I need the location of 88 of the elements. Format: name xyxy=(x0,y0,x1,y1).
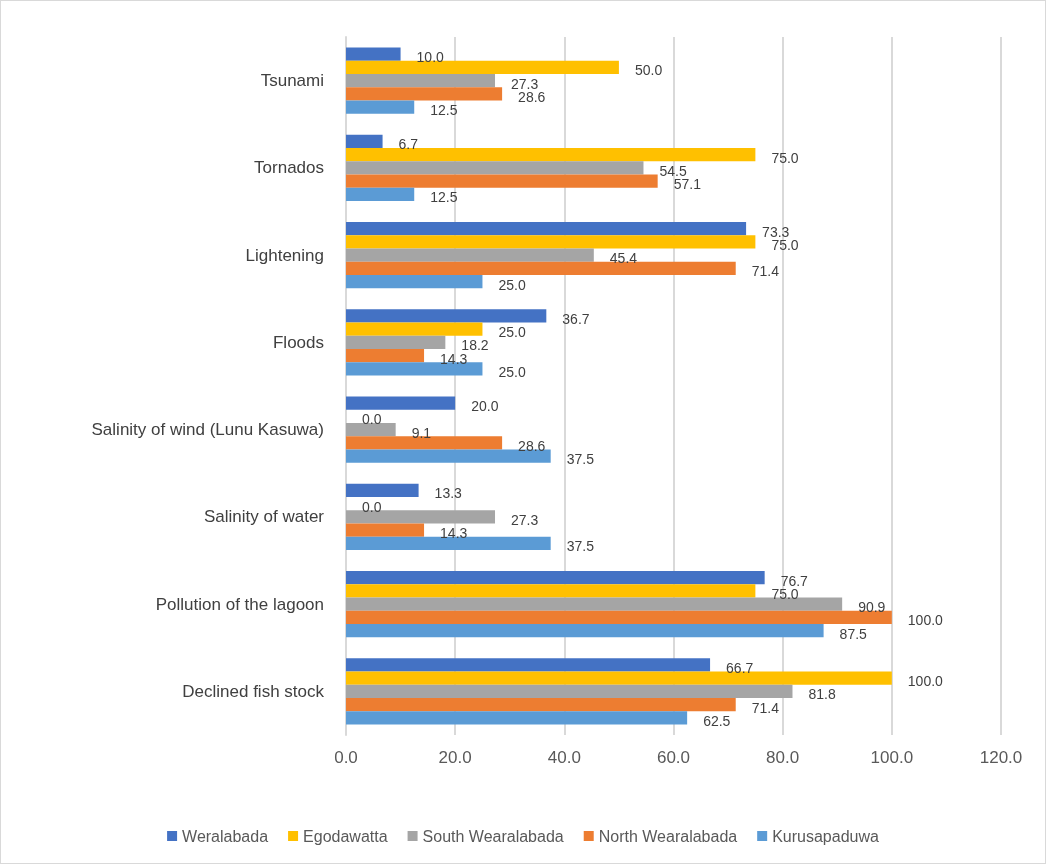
data-label: 25.0 xyxy=(498,276,526,293)
bar xyxy=(346,523,425,537)
bar xyxy=(346,60,619,74)
data-label: 36.7 xyxy=(562,310,590,327)
data-label: 90.9 xyxy=(858,599,886,616)
y-tick-label: Salinity of water xyxy=(204,507,325,527)
data-label: 25.0 xyxy=(498,363,526,380)
bar xyxy=(346,624,824,638)
data-label: 25.0 xyxy=(498,324,526,341)
y-tick-label: Salinity of wind (Lunu Kasuwa) xyxy=(91,420,324,440)
data-label: 87.5 xyxy=(839,625,868,642)
bar xyxy=(346,510,496,524)
bar xyxy=(346,671,892,685)
data-label: 100.0 xyxy=(907,612,944,629)
x-tick-label: 120.0 xyxy=(979,748,1023,767)
data-label: 12.5 xyxy=(430,189,458,206)
bar xyxy=(346,261,736,276)
data-label: 37.5 xyxy=(566,451,595,468)
x-tick-label: 0.0 xyxy=(334,748,358,767)
bar xyxy=(346,610,892,625)
bar xyxy=(346,396,456,410)
bar xyxy=(346,87,503,101)
data-label: 81.8 xyxy=(808,686,836,703)
x-tick-label: 100.0 xyxy=(870,748,914,767)
bar xyxy=(346,570,765,585)
bar xyxy=(346,187,415,202)
data-label: 71.4 xyxy=(751,699,780,716)
data-label: 18.2 xyxy=(461,337,489,354)
bar xyxy=(346,597,843,611)
bar xyxy=(346,174,658,188)
legend-label: South Wearalabada xyxy=(422,827,564,845)
bar xyxy=(346,275,483,289)
bar xyxy=(346,235,756,249)
x-tick-label: 60.0 xyxy=(656,748,691,767)
x-tick-label: 40.0 xyxy=(547,748,581,767)
bar xyxy=(346,322,483,336)
y-tick-label: Tsunami xyxy=(260,71,324,91)
x-tick-label: 80.0 xyxy=(766,748,800,767)
bar xyxy=(346,711,688,725)
bar xyxy=(346,349,425,363)
bar xyxy=(346,449,551,463)
data-label: 0.0 xyxy=(362,498,382,515)
data-label: 57.1 xyxy=(673,176,702,193)
bar xyxy=(346,536,551,551)
bar xyxy=(346,47,401,61)
bar xyxy=(346,248,594,262)
legend-label: Egodawatta xyxy=(303,827,388,845)
bar xyxy=(346,147,756,162)
legend-label: Kurusapaduwa xyxy=(772,827,880,845)
bar xyxy=(346,436,503,450)
data-label: 75.0 xyxy=(771,149,799,166)
bar xyxy=(346,362,483,376)
data-label: 12.5 xyxy=(430,102,458,119)
bar xyxy=(346,483,419,497)
bar xyxy=(346,309,547,323)
bar xyxy=(346,161,644,175)
data-label: 28.6 xyxy=(518,437,546,454)
data-label: 14.3 xyxy=(440,525,468,542)
bar xyxy=(346,684,793,699)
data-label: 71.4 xyxy=(751,263,780,280)
bar xyxy=(346,422,396,437)
bar xyxy=(346,335,446,350)
bar xyxy=(346,221,747,236)
data-label: 27.3 xyxy=(511,511,539,528)
data-label: 50.0 xyxy=(634,62,663,79)
bar xyxy=(346,73,496,88)
bar xyxy=(346,584,756,598)
bar xyxy=(346,134,383,148)
bar xyxy=(346,100,415,114)
y-tick-label: Lightening xyxy=(245,245,324,265)
y-tick-label: Floods xyxy=(272,332,324,352)
data-label: 0.0 xyxy=(362,411,382,428)
data-label: 100.0 xyxy=(907,673,944,690)
x-tick-label: 20.0 xyxy=(438,748,472,767)
data-label: 10.0 xyxy=(416,49,445,66)
y-tick-label: Pollution of the lagoon xyxy=(155,594,324,614)
data-label: 62.5 xyxy=(703,712,731,729)
bar xyxy=(346,658,711,672)
data-label: 37.5 xyxy=(566,538,595,555)
data-label: 13.3 xyxy=(434,485,463,502)
y-tick-label: Tornados xyxy=(254,158,324,178)
y-tick-label: Declined fish stock xyxy=(182,681,325,701)
bar xyxy=(346,698,736,712)
data-label: 20.0 xyxy=(471,398,499,415)
data-label: 54.5 xyxy=(659,162,687,179)
legend-label: North Wearalabada xyxy=(598,827,738,845)
data-label: 45.4 xyxy=(609,250,638,267)
legend-label: Weralabada xyxy=(182,827,269,845)
